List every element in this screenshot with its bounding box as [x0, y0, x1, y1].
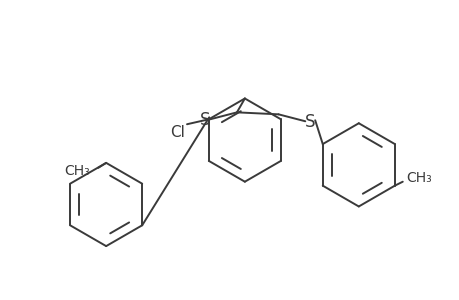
Text: S: S — [304, 113, 315, 131]
Text: S: S — [200, 111, 210, 129]
Text: CH₃: CH₃ — [64, 164, 90, 178]
Text: Cl: Cl — [170, 125, 185, 140]
Text: CH₃: CH₃ — [406, 171, 431, 185]
